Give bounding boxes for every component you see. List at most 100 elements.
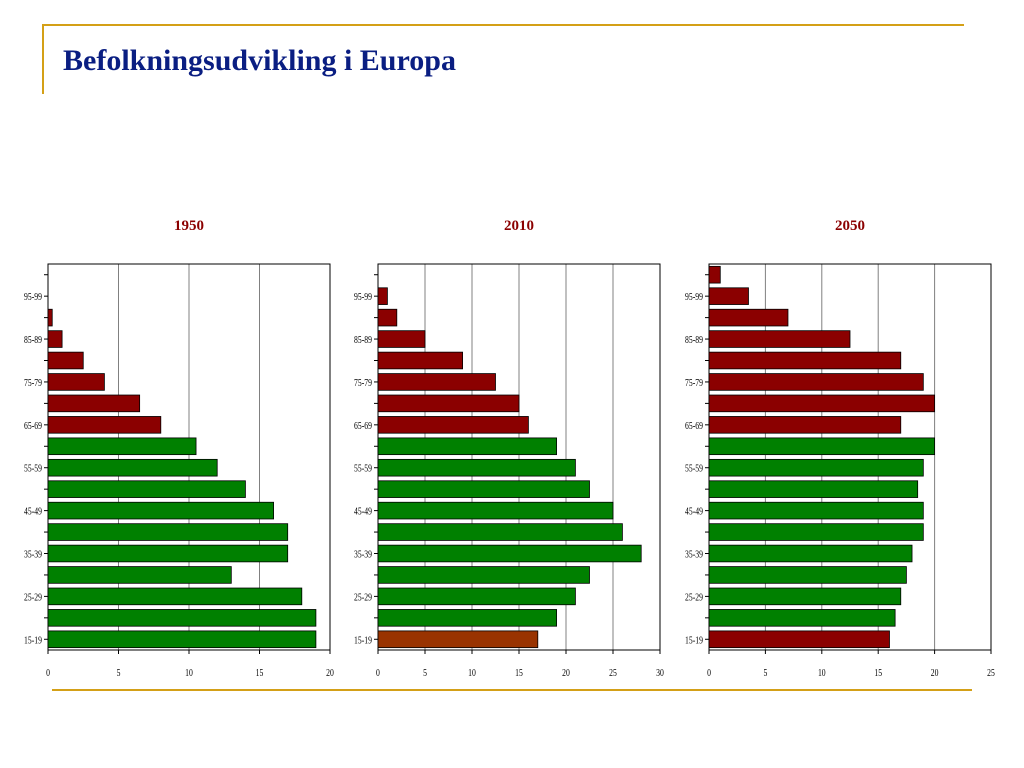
- bar-60-64: [47, 437, 197, 456]
- bar-60-64: [377, 437, 558, 456]
- x-tick-label: 15: [256, 668, 264, 680]
- bar-50-54: [708, 480, 919, 498]
- accent-line-left: [42, 24, 44, 94]
- bar-15-19: [708, 630, 890, 649]
- bar-40-44: [377, 523, 623, 541]
- x-tick-label: 0: [46, 668, 50, 680]
- bar-80-84: [377, 351, 463, 370]
- y-tick-label: 35-39: [685, 549, 703, 561]
- bar-60-64: [708, 437, 936, 456]
- bar-45-49: [708, 501, 924, 520]
- bar-70-74: [708, 394, 936, 413]
- bar-80-84: [47, 351, 84, 370]
- bar-85-89: [47, 330, 63, 348]
- x-tick-label: 30: [656, 668, 664, 680]
- slide-title: Befolkningsudvikling i Europa: [63, 44, 456, 77]
- bar-15-19: [47, 630, 317, 649]
- y-tick-label: 85-89: [685, 335, 703, 347]
- y-tick-label: 35-39: [24, 549, 42, 561]
- y-tick-label: 65-69: [24, 421, 42, 433]
- bar-85-89: [708, 330, 851, 348]
- bar-20-24: [708, 609, 896, 627]
- plot-area: [708, 263, 992, 651]
- x-tick-label: 20: [326, 668, 334, 680]
- bar-25-29: [47, 587, 303, 606]
- y-tick-label: 15-19: [685, 635, 703, 647]
- bar-75-79: [47, 373, 105, 391]
- bar-40-44: [708, 523, 924, 541]
- bar-80-84: [708, 351, 902, 370]
- bar-30-34: [377, 566, 590, 584]
- x-tick-label: 20: [562, 668, 570, 680]
- x-tick-label: 5: [423, 668, 427, 680]
- bar-100+: [708, 265, 721, 284]
- bar-85-89: [377, 330, 426, 348]
- bar-65-69: [708, 416, 902, 434]
- bar-20-24: [47, 609, 317, 627]
- plot-area: [377, 263, 661, 651]
- bar-90-94: [377, 308, 398, 327]
- accent-line-bottom: [52, 689, 972, 691]
- x-tick-label: 0: [707, 668, 711, 680]
- chart-title-1950: 1950: [174, 218, 204, 234]
- y-tick-label: 65-69: [685, 421, 703, 433]
- bar-65-69: [47, 416, 162, 434]
- y-tick-label: 75-79: [354, 378, 372, 390]
- y-tick-label: 45-49: [685, 507, 703, 519]
- y-tick-label: 55-59: [685, 464, 703, 476]
- x-tick-label: 20: [931, 668, 939, 680]
- x-tick-label: 10: [468, 668, 476, 680]
- bar-50-54: [377, 480, 590, 498]
- y-tick-label: 65-69: [354, 421, 372, 433]
- x-tick-label: 0: [376, 668, 380, 680]
- y-tick-label: 55-59: [354, 464, 372, 476]
- accent-line-top: [42, 24, 964, 26]
- bar-70-74: [377, 394, 520, 413]
- x-tick-label: 5: [117, 668, 121, 680]
- bar-35-39: [708, 544, 913, 563]
- x-tick-label: 10: [185, 668, 193, 680]
- y-tick-label: 75-79: [685, 378, 703, 390]
- y-tick-label: 95-99: [685, 292, 703, 304]
- bar-50-54: [47, 480, 246, 498]
- y-tick-label: 15-19: [354, 635, 372, 647]
- bar-20-24: [377, 609, 558, 627]
- bar-45-49: [47, 501, 275, 520]
- bar-25-29: [377, 587, 576, 606]
- bar-75-79: [708, 373, 924, 391]
- y-tick-label: 45-49: [354, 507, 372, 519]
- y-tick-label: 15-19: [24, 635, 42, 647]
- bar-55-59: [47, 458, 218, 477]
- plot-area: [47, 263, 331, 651]
- y-tick-label: 95-99: [24, 292, 42, 304]
- bar-55-59: [377, 458, 576, 477]
- x-tick-label: 25: [987, 668, 995, 680]
- y-tick-label: 95-99: [354, 292, 372, 304]
- x-tick-label: 15: [515, 668, 523, 680]
- y-tick-label: 25-29: [685, 592, 703, 604]
- x-tick-label: 10: [818, 668, 826, 680]
- bar-95-99: [377, 287, 388, 305]
- chart-title-2050: 2050: [835, 218, 865, 234]
- y-tick-label: 45-49: [24, 507, 42, 519]
- bar-35-39: [47, 544, 289, 563]
- x-tick-label: 25: [609, 668, 617, 680]
- bar-45-49: [377, 501, 614, 520]
- y-tick-label: 25-29: [354, 592, 372, 604]
- y-tick-label: 55-59: [24, 464, 42, 476]
- bar-30-34: [708, 566, 907, 584]
- y-tick-label: 85-89: [24, 335, 42, 347]
- bar-15-19: [377, 630, 539, 649]
- y-tick-label: 25-29: [24, 592, 42, 604]
- bar-90-94: [47, 308, 53, 327]
- bar-70-74: [47, 394, 141, 413]
- y-tick-label: 35-39: [354, 549, 372, 561]
- bar-40-44: [47, 523, 289, 541]
- x-tick-label: 5: [763, 668, 767, 680]
- bar-75-79: [377, 373, 496, 391]
- y-tick-label: 75-79: [24, 378, 42, 390]
- bar-65-69: [377, 416, 529, 434]
- x-tick-label: 15: [874, 668, 882, 680]
- bar-95-99: [708, 287, 749, 305]
